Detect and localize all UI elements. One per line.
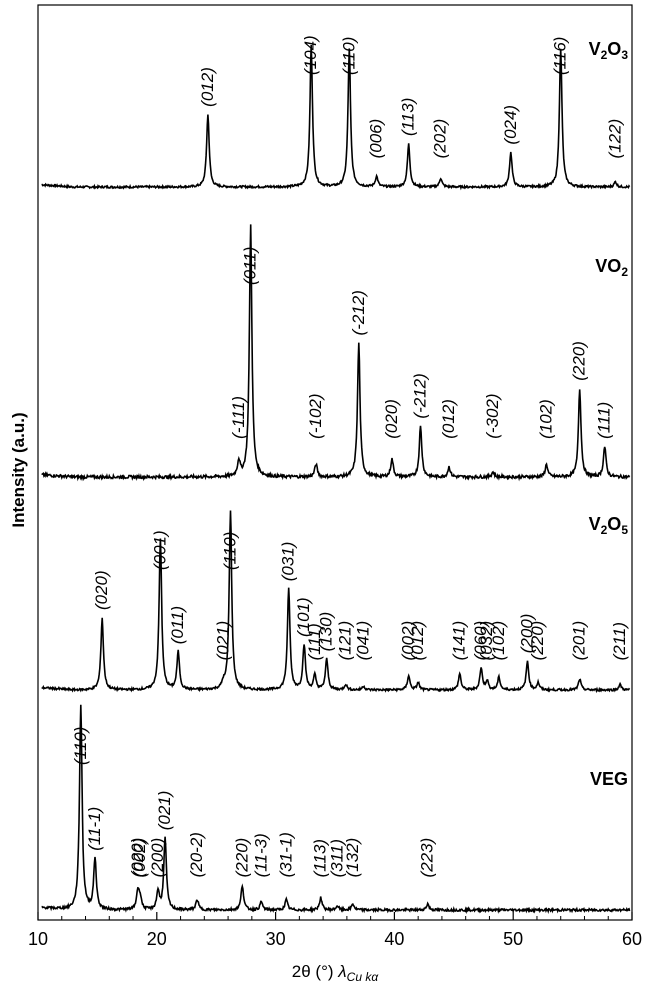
peak-label: (130) — [317, 612, 336, 652]
peak-label: (104) — [301, 35, 320, 75]
x-tick-label: 10 — [28, 929, 48, 949]
peak-label: (012) — [439, 399, 458, 439]
peak-label: (311) — [327, 839, 346, 877]
peak-label: (031) — [279, 542, 298, 582]
phase-label-V2O5: V2O5 — [589, 514, 629, 537]
peak-label: (060) — [471, 621, 490, 661]
peak-label: (020) — [128, 838, 147, 878]
peak-label: (011) — [168, 606, 187, 644]
peak-label: (11-3) — [251, 833, 270, 877]
peak-label: (20-2) — [187, 832, 206, 877]
x-tick-label: 40 — [384, 929, 404, 949]
peak-label: (110) — [71, 727, 90, 765]
peak-label: (141) — [450, 621, 469, 661]
peak-label: (132) — [343, 838, 362, 878]
peak-label: (220) — [570, 341, 589, 381]
peak-label: (202) — [431, 119, 450, 159]
peak-label: (122) — [605, 119, 624, 159]
peak-label: (032) — [477, 621, 496, 661]
peak-label: (011) — [241, 247, 260, 285]
peak-label: (012) — [408, 621, 427, 661]
peak-label: (200) — [148, 838, 167, 878]
x-tick-label: 50 — [503, 929, 523, 949]
peak-label: (220) — [528, 621, 547, 661]
plot-frame — [37, 4, 633, 921]
peak-label: (116) — [551, 37, 570, 75]
peak-label: (020) — [92, 570, 111, 610]
phase-label-VEG: VEG — [590, 769, 628, 789]
peak-label: (-212) — [349, 290, 368, 335]
peak-label: (200) — [518, 614, 537, 654]
peak-label: (121) — [336, 621, 355, 661]
peak-label: (101) — [294, 597, 313, 637]
pattern-line-VO2 — [41, 224, 631, 482]
phase-label-V2O3: V2O3 — [589, 39, 629, 62]
x-axis-title: 2θ (°) λCu kα — [292, 962, 380, 984]
peak-label: (110) — [221, 532, 240, 570]
peak-label: (220) — [232, 838, 251, 878]
peak-label: (-111) — [229, 396, 248, 439]
peak-label: (002) — [130, 838, 149, 878]
peak-label: (-102) — [306, 393, 325, 438]
peak-label: (-302) — [483, 393, 502, 438]
peak-label: (111) — [595, 402, 614, 439]
peak-label: (012) — [198, 67, 217, 107]
peak-label: (001) — [150, 530, 169, 570]
peak-label: (041) — [354, 621, 373, 661]
x-tick-label: 20 — [147, 929, 167, 949]
peak-label: (113) — [399, 98, 418, 136]
peak-label: (201) — [570, 621, 589, 661]
peak-label: (021) — [213, 621, 232, 661]
y-axis-title: Intensity (a.u.) — [9, 412, 28, 527]
peak-label: (002) — [399, 621, 418, 661]
peak-label: (110) — [339, 37, 358, 75]
peak-label: (11-1) — [85, 807, 104, 851]
peak-label: (-212) — [411, 373, 430, 418]
peak-label: (223) — [418, 838, 437, 878]
x-tick-label: 30 — [266, 929, 286, 949]
peak-label: (021) — [155, 791, 174, 831]
peak-label: (006) — [367, 119, 386, 159]
peak-label: (024) — [501, 105, 520, 145]
peak-label: (111) — [305, 623, 324, 660]
pattern-line-VEG — [41, 704, 631, 915]
peak-label: (020) — [382, 399, 401, 439]
x-tick-label: 60 — [622, 929, 642, 949]
peak-label: (31-1) — [276, 832, 295, 877]
pattern-line-V2O3 — [41, 44, 631, 191]
peak-label: (102) — [536, 399, 555, 439]
pattern-line-V2O5 — [41, 510, 631, 694]
phase-label-VO2: VO2 — [595, 256, 628, 279]
peak-label: (102) — [489, 621, 508, 661]
peak-label: (113) — [311, 839, 330, 877]
peak-label: (211) — [610, 622, 629, 660]
